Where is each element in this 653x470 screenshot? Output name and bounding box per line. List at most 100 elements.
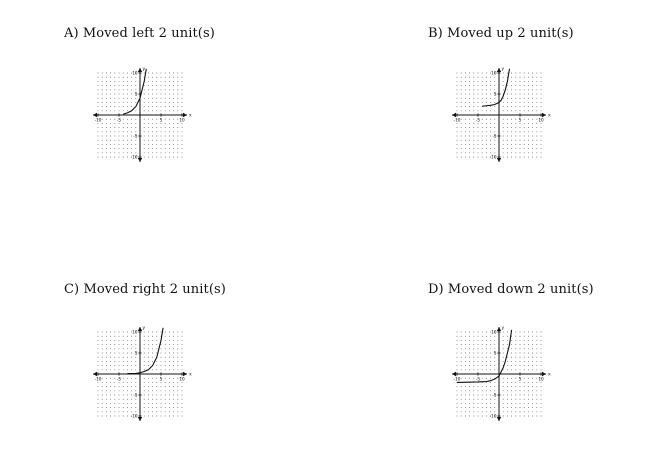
grid-dot [481,335,483,337]
grid-dot [473,352,475,354]
grid-dot [181,97,183,99]
grid-dot [114,386,116,388]
grid-dot [156,139,158,141]
grid-dot [464,339,466,341]
grid-dot [135,72,137,74]
grid-dot [515,76,517,78]
grid-dot [527,97,529,99]
grid-dot [506,97,508,99]
grid-dot [477,131,479,133]
grid-dot [460,390,462,392]
grid-dot [101,93,103,95]
grid-dot [473,402,475,404]
grid-dot [118,148,120,150]
grid-dot [173,344,175,346]
grid-dot [502,411,504,413]
grid-dot [515,139,517,141]
grid-dot [536,139,538,141]
grid-dot [532,118,534,120]
grid-dot [456,407,458,409]
grid-dot [164,85,166,87]
y-axis-up-arrow [496,327,502,331]
grid-dot [540,381,542,383]
grid-dot [152,356,154,358]
grid-dot [519,352,521,354]
grid-dot [122,143,124,145]
grid-dot [519,369,521,371]
grid-dot [473,390,475,392]
grid-dot [156,344,158,346]
grid-dot [118,152,120,154]
grid-dot [536,365,538,367]
grid-dot [122,93,124,95]
grid-dot [469,394,471,396]
grid-dot [168,407,170,409]
grid-dot [502,356,504,358]
grid-dot [177,344,179,346]
grid-dot [164,360,166,362]
grid-dot [105,390,107,392]
grid-dot [126,348,128,350]
grid-dot [168,85,170,87]
grid-dot [181,127,183,129]
grid-dot [156,339,158,341]
grid-dot [114,335,116,337]
grid-dot [473,143,475,145]
grid-dot [177,152,179,154]
grid-dot [164,377,166,379]
grid-dot [101,331,103,333]
grid-dot [519,390,521,392]
grid-dot [515,356,517,358]
grid-dot [515,386,517,388]
grid-dot [511,110,513,112]
grid-dot [481,398,483,400]
grid-dot [110,85,112,87]
grid-dot [152,148,154,150]
grid-dot [164,106,166,108]
grid-dot [105,365,107,367]
grid-dot [105,381,107,383]
grid-dot [131,352,133,354]
grid-dot [156,415,158,417]
grid-dot [469,352,471,354]
grid-dot [110,97,112,99]
grid-dot [168,122,170,124]
grid-dot [168,394,170,396]
grid-dot [110,394,112,396]
grid-dot [131,156,133,158]
grid-dot [515,335,517,337]
grid-dot [460,139,462,141]
grid-dot [126,131,128,133]
grid-dot [97,93,99,95]
grid-dot [118,89,120,91]
grid-dot [494,394,496,396]
grid-dot [168,148,170,150]
grid-dot [143,381,145,383]
grid-dot [168,411,170,413]
grid-dot [143,394,145,396]
grid-dot [494,106,496,108]
grid-dot [473,122,475,124]
grid-dot [502,85,504,87]
grid-dot [126,143,128,145]
grid-dot [143,106,145,108]
grid-dot [110,152,112,154]
grid-dot [485,89,487,91]
grid-dot [502,360,504,362]
grid-dot [519,335,521,337]
grid-dot [527,131,529,133]
grid-dot [456,356,458,358]
grid-dot [147,101,149,103]
grid-dot [477,348,479,350]
grid-dot [122,381,124,383]
grid-dot [519,139,521,141]
grid-dot [477,335,479,337]
grid-dot [118,356,120,358]
grid-dot [523,407,525,409]
grid-dot [168,398,170,400]
grid-dot [97,407,99,409]
grid-dot [506,110,508,112]
grid-dot [511,411,513,413]
grid-dot [114,101,116,103]
grid-dot [181,152,183,154]
